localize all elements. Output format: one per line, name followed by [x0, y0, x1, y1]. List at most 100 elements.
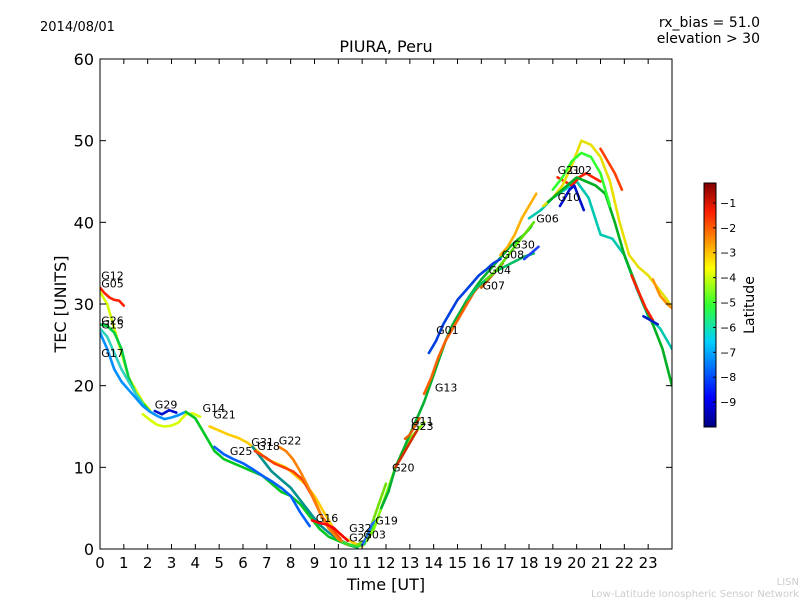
- series-line-g22: [277, 445, 350, 547]
- x-tick-label-23: 23: [639, 554, 658, 572]
- series-label-g22: G22: [279, 435, 302, 448]
- x-tick-label-9: 9: [310, 554, 320, 572]
- colorbar-ticks: −1 −2 −3 −4 −5 −6 −7 −8 −9: [713, 197, 736, 409]
- colorbar-label: Latitude: [742, 276, 758, 334]
- x-tick-label-11: 11: [353, 554, 372, 572]
- series-line-g31: [251, 445, 359, 549]
- y-tick-label-60: 60: [74, 50, 94, 69]
- rx-bias-label: rx_bias = 51.0: [659, 15, 760, 31]
- series-label-g30: G30: [512, 239, 535, 252]
- elevation-label: elevation > 30: [657, 31, 760, 47]
- series-label-g16: G16: [316, 512, 339, 525]
- x-tick-label-7: 7: [262, 554, 272, 572]
- y-tick-label-20: 20: [74, 377, 94, 396]
- series-label-g23: G23: [411, 420, 434, 433]
- y-tick-label-30: 30: [74, 295, 94, 314]
- x-tick-label-15: 15: [448, 554, 467, 572]
- series-line-g_end1: [599, 147, 624, 191]
- x-tick-label-0: 0: [95, 554, 105, 572]
- series-label-g20: G20: [392, 461, 415, 474]
- date-label: 2014/08/01: [40, 20, 115, 35]
- series-label-g21: G21: [213, 408, 236, 421]
- x-tick-label-20: 20: [567, 554, 586, 572]
- chart-title: PIURA, Peru: [339, 37, 432, 56]
- series-line-g20: [379, 225, 533, 510]
- series-line-g10b: [558, 184, 586, 212]
- series-label-g12: G12: [101, 270, 124, 283]
- colorbar-tick-label-3: −3: [720, 247, 736, 260]
- plot-frame: [99, 58, 673, 550]
- series-label-g06: G06: [536, 212, 559, 225]
- series-line-g13: [422, 282, 483, 396]
- x-tick-label-21: 21: [591, 554, 610, 572]
- x-tick-label-8: 8: [286, 554, 296, 572]
- series-line-g30: [499, 192, 538, 257]
- colorbar: [703, 182, 717, 428]
- y-tick-label-40: 40: [74, 213, 94, 232]
- series-label-g08: G08: [502, 248, 525, 261]
- series-layer: [100, 139, 672, 549]
- series-line-g08: [484, 221, 536, 281]
- series-line-g01: [427, 257, 502, 355]
- colorbar-tick-label-1: −1: [720, 197, 736, 210]
- y-axis-label: TEC [UNITS]: [51, 256, 70, 354]
- series-label-g04: G04: [489, 264, 512, 277]
- series-label-g21b: G21: [558, 164, 581, 177]
- series-line-g23: [403, 416, 421, 441]
- series-line-g_end2: [630, 274, 655, 322]
- x-tick-label-5: 5: [214, 554, 224, 572]
- series-line-g04: [465, 252, 536, 302]
- colorbar-tick-label-7: −7: [720, 346, 736, 359]
- colorbar-tick-label-9: −9: [720, 396, 736, 409]
- series-line-g14: [184, 410, 359, 549]
- series-label-g05: G05: [101, 278, 124, 291]
- colorbar-tick-label-4: −4: [720, 272, 736, 285]
- series-label-g15: G15: [101, 319, 124, 332]
- series-label-g27: G27: [349, 532, 372, 545]
- series-line-g32: [341, 514, 381, 548]
- series-label-g19: G19: [375, 515, 398, 528]
- x-tick-label-2: 2: [143, 554, 153, 572]
- series-line-g10: [527, 180, 672, 351]
- series-label-g01: G01: [436, 324, 459, 337]
- series-line-g03: [360, 519, 378, 547]
- series-line-g15: [100, 327, 145, 405]
- series-line-g06: [522, 245, 540, 261]
- series-label-g14: G14: [203, 402, 226, 415]
- colorbar-tick-label-2: −2: [720, 222, 736, 235]
- series-line-g_end4: [651, 278, 672, 310]
- x-tick-label-16: 16: [472, 554, 491, 572]
- series-line-g16: [310, 519, 350, 543]
- series-line-g17: [100, 331, 188, 421]
- series-label-g02: G02: [570, 164, 593, 177]
- series-label-g29: G29: [155, 399, 178, 412]
- series-label-g13: G13: [435, 381, 458, 394]
- series-line-g29: [153, 408, 178, 416]
- y-tick-label-50: 50: [74, 132, 94, 151]
- series-label-g03: G03: [363, 528, 386, 541]
- x-tick-label-4: 4: [191, 554, 201, 572]
- series-label-g32: G32: [349, 522, 372, 535]
- series-line-g11: [394, 429, 419, 469]
- series-label-g31: G31: [251, 436, 274, 449]
- series-line-g_end3: [642, 314, 660, 326]
- series-line-g25: [213, 445, 312, 528]
- series-label-g17: G17: [101, 347, 124, 360]
- series-label-g26: G26: [101, 314, 124, 327]
- x-tick-label-1: 1: [119, 554, 129, 572]
- x-tick-label-13: 13: [400, 554, 419, 572]
- x-axis-label: Time [UT]: [346, 575, 425, 594]
- colorbar-tick-label-8: −8: [720, 371, 736, 384]
- x-tick-label-17: 17: [496, 554, 515, 572]
- axis-ticks: 0 1 2 3 4 5 6 7 8 9 10 11 12 13 14 15 16 17 18 19 20 21 22 2301…: [74, 50, 672, 572]
- series-line-g12: [100, 286, 126, 307]
- series-label-g18: G18: [257, 440, 280, 453]
- footer-network: Low-Latitude Ionospheric Sensor Network: [591, 589, 799, 600]
- x-tick-label-19: 19: [543, 554, 562, 572]
- series-line-g02d: [551, 151, 612, 208]
- series-label-g25: G25: [230, 445, 253, 458]
- x-tick-label-14: 14: [424, 554, 443, 572]
- colorbar-tick-label-5: −5: [720, 297, 736, 310]
- x-tick-label-10: 10: [329, 554, 348, 572]
